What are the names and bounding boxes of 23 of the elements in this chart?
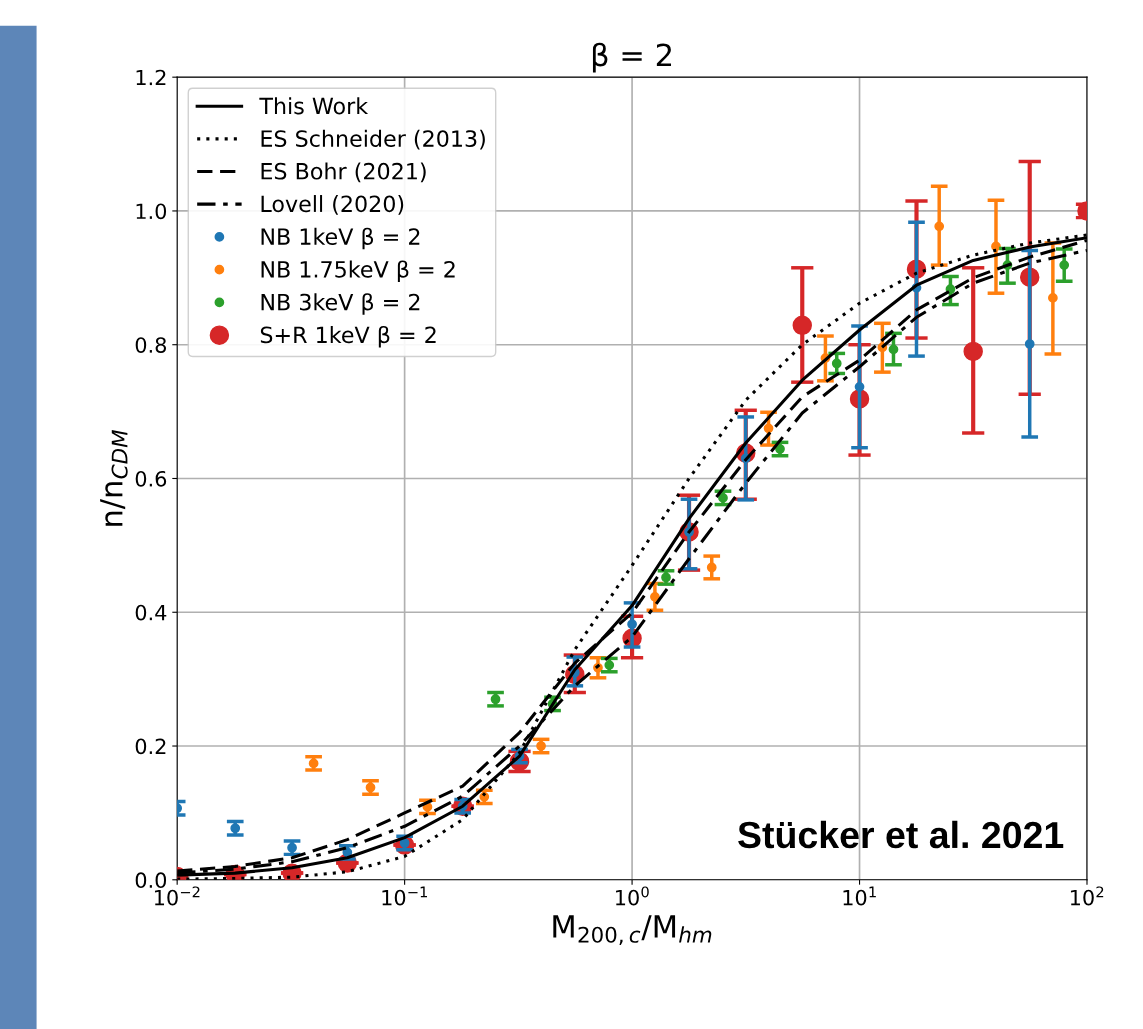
y-tick-label: 0.2 [135, 738, 166, 755]
legend-label: NB 1keV β = 2 [261, 227, 420, 250]
y-tick-label: 1.0 [136, 203, 167, 220]
chart-title: β = 2 [592, 42, 671, 73]
legend-label: NB 3keV β = 2 [261, 293, 420, 315]
x-tick-label: 10$^{0}$ [616, 886, 649, 906]
y-tick-label: 0.4 [135, 604, 167, 621]
legend-label: ES Schneider (2013) [261, 129, 485, 150]
legend-label: Lovell (2020) [261, 195, 404, 215]
annotation: Stücker et al. 2021 [738, 820, 1064, 849]
y-tick-label: 0.6 [135, 470, 167, 487]
y-tick-label: 0.0 [135, 872, 167, 889]
y-axis-title: n/n$_{CDM}$ [100, 429, 128, 526]
y-tick-label: 1.2 [136, 69, 166, 86]
y-tick-label: 0.8 [135, 337, 167, 353]
legend-label: NB 1.75keV β = 2 [261, 260, 455, 283]
x-axis-title: M$_{200,c}$/M$_{hm}$ [553, 915, 712, 946]
legend-label: S+R 1keV β = 2 [260, 325, 436, 348]
x-tick-label: 10$^{−1}$ [382, 886, 427, 906]
x-tick-label: 10$^{1}$ [843, 886, 876, 906]
x-tick-label: 10$^{2}$ [1070, 886, 1104, 906]
legend-label: This Work [259, 97, 369, 115]
legend-label: ES Bohr (2021) [261, 162, 426, 183]
